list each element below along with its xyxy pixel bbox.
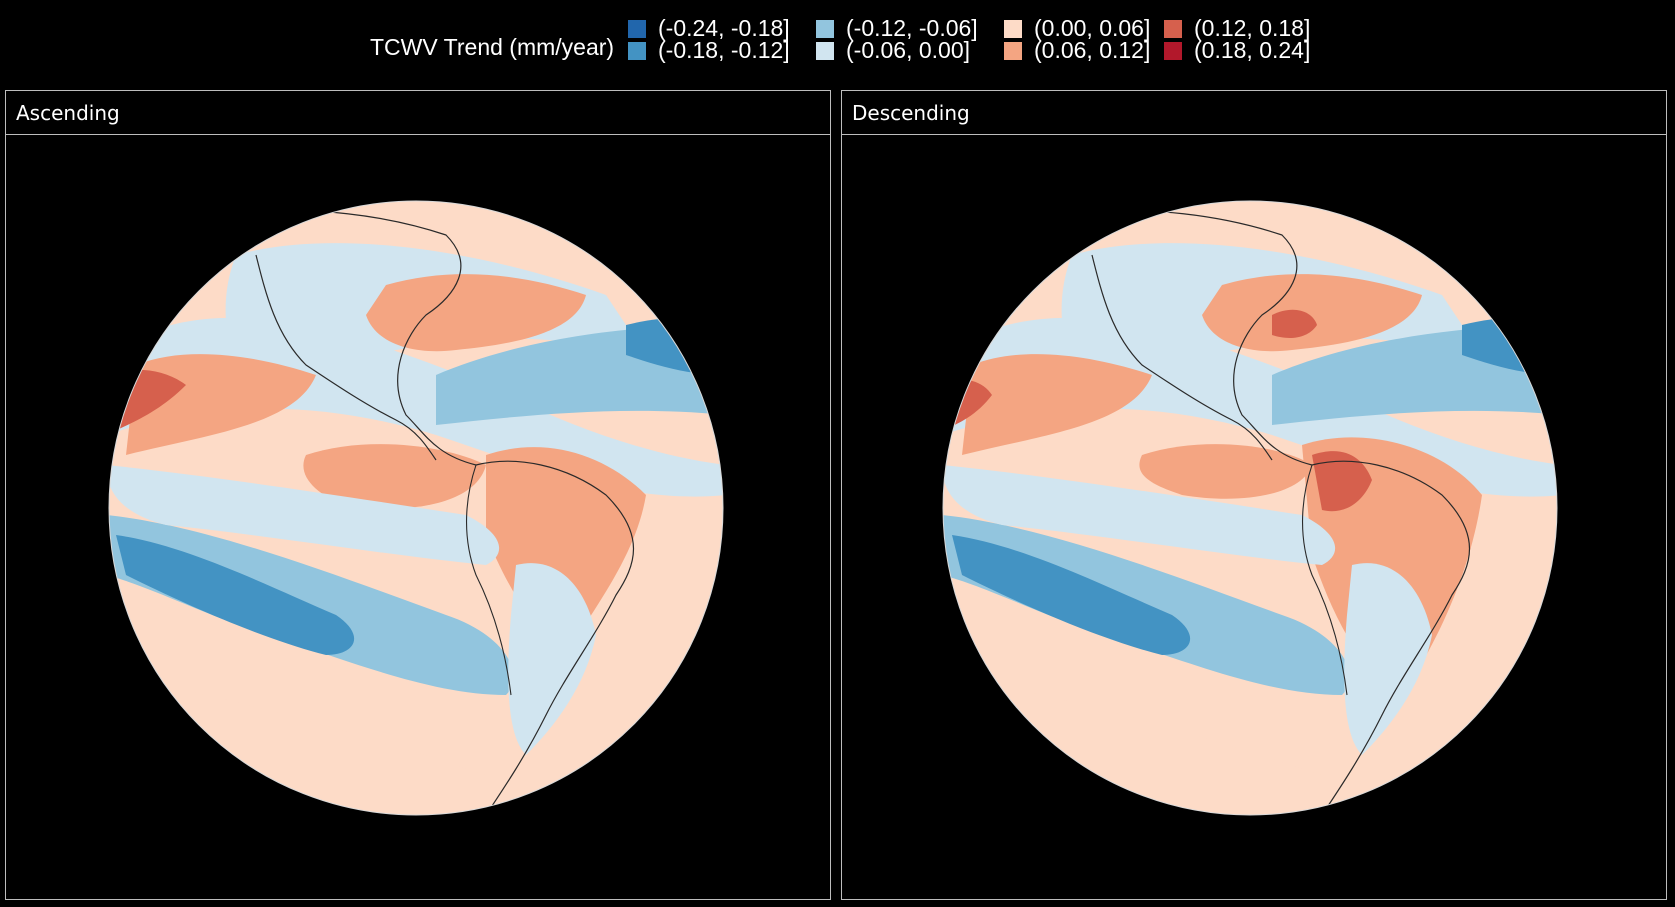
legend-swatch bbox=[1004, 42, 1022, 60]
continent-outline bbox=[1091, 210, 1471, 815]
legend-label: (0.12, 0.18] bbox=[1194, 15, 1311, 41]
trend-region bbox=[943, 675, 1557, 815]
trend-region bbox=[109, 465, 500, 565]
trend-region bbox=[1202, 274, 1422, 352]
legend-label: (-0.06, 0.00] bbox=[846, 37, 971, 63]
legend-swatch bbox=[628, 42, 646, 60]
trend-region bbox=[508, 563, 596, 755]
legend-label: (-0.24, -0.18] bbox=[658, 15, 790, 41]
trend-region bbox=[1344, 563, 1432, 755]
legend-title: TCWV Trend (mm/year) bbox=[370, 34, 615, 60]
legend-swatch bbox=[628, 20, 646, 38]
trend-region bbox=[1312, 451, 1372, 512]
globe-map-ascending bbox=[108, 200, 724, 816]
continent-outline bbox=[255, 210, 635, 815]
continent-outline bbox=[255, 254, 437, 461]
legend-swatch bbox=[1164, 42, 1182, 60]
legend-label: (0.18, 0.24] bbox=[1194, 37, 1311, 63]
trend-region bbox=[303, 444, 486, 509]
legend-swatch bbox=[1164, 20, 1182, 38]
trend-region bbox=[366, 274, 586, 352]
panel-strip: Descending bbox=[842, 91, 1666, 135]
trend-region bbox=[952, 535, 1191, 655]
panel-strip: Ascending bbox=[6, 91, 830, 135]
panel-ascending: Ascending bbox=[5, 90, 831, 900]
legend-label: (-0.18, -0.12] bbox=[658, 37, 790, 63]
continent-outline bbox=[1301, 464, 1348, 696]
legend-label: (0.06, 0.12] bbox=[1034, 37, 1151, 63]
panel-title: Ascending bbox=[16, 101, 120, 125]
trend-region bbox=[1272, 309, 1317, 338]
legend-swatch bbox=[816, 20, 834, 38]
legend-label: (0.00, 0.06] bbox=[1034, 15, 1151, 41]
trend-region bbox=[962, 354, 1152, 455]
legend-swatch bbox=[1004, 20, 1022, 38]
legend-label: (-0.12, -0.06] bbox=[846, 15, 978, 41]
panel-descending: Descending bbox=[841, 90, 1667, 900]
trend-region bbox=[109, 675, 723, 815]
continent-outline bbox=[465, 464, 512, 696]
globe-map-descending bbox=[942, 200, 1558, 816]
legend-swatch bbox=[816, 42, 834, 60]
trend-region bbox=[943, 465, 1336, 565]
trend-region bbox=[116, 535, 355, 655]
trend-region bbox=[1139, 444, 1312, 499]
panel-title: Descending bbox=[852, 101, 970, 125]
continent-outline bbox=[1091, 254, 1273, 461]
